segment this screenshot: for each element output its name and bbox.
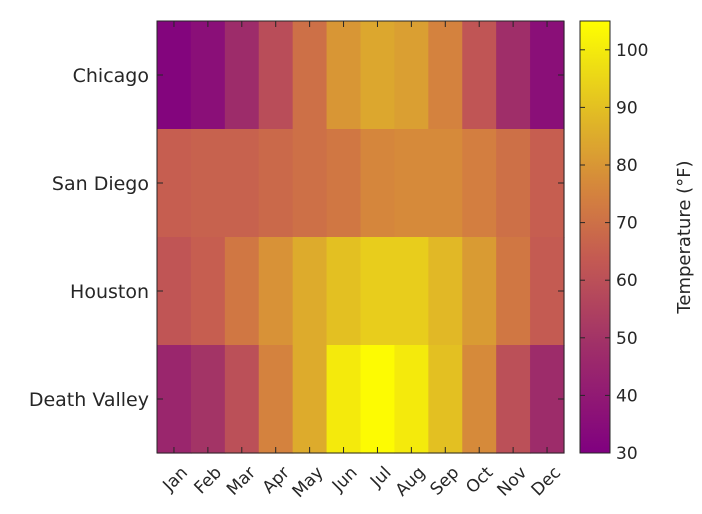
colorbar-tick-label: 50 xyxy=(616,329,638,349)
colorbar-tick-label: 90 xyxy=(616,98,638,118)
heatmap-cell-0-8 xyxy=(428,21,463,130)
heatmap-cell-0-1 xyxy=(190,21,226,130)
colorbar-tick-label: 60 xyxy=(616,271,638,291)
y-tick-label: Chicago xyxy=(73,65,149,87)
heatmap-cell-0-9 xyxy=(462,21,497,130)
heatmap-cell-0-3 xyxy=(258,21,294,130)
heatmap-cell-2-3 xyxy=(258,237,294,346)
heatmap-cell-0-10 xyxy=(496,21,531,130)
heatmap-cell-3-9 xyxy=(462,345,497,454)
heatmap-cell-2-9 xyxy=(462,237,497,346)
x-tick-label: Dec xyxy=(528,463,565,500)
heatmap-cell-0-4 xyxy=(292,21,328,130)
x-tick-label: Jul xyxy=(366,463,395,492)
y-axis: Chicago San Diego Houston Death Valley xyxy=(29,65,564,411)
colorbar-tick-label: 40 xyxy=(616,386,638,406)
heatmap-cell-3-3 xyxy=(258,345,294,454)
heatmap-cell-1-7 xyxy=(394,129,429,238)
x-tick-label: Aug xyxy=(392,463,430,501)
heatmap-cell-0-7 xyxy=(394,21,429,130)
heatmap-cell-3-5 xyxy=(326,345,362,454)
heatmap-cell-1-8 xyxy=(428,129,463,238)
x-tick-label: May xyxy=(289,463,328,502)
heatmap-cell-3-6 xyxy=(360,345,396,454)
y-tick-label: Houston xyxy=(70,281,149,303)
colorbar: 30 40 50 60 70 80 90 100 Temperature (°F) xyxy=(579,20,695,464)
heatmap-cell-2-4 xyxy=(292,237,328,346)
heatmap-cell-2-8 xyxy=(428,237,463,346)
colorbar-label: Temperature (°F) xyxy=(674,160,695,314)
heatmap-cell-3-1 xyxy=(190,345,226,454)
x-tick-label: Oct xyxy=(462,463,497,498)
colorbar-tick-label: 100 xyxy=(616,41,648,61)
heatmap-cell-2-5 xyxy=(326,237,362,346)
heatmap-cell-2-7 xyxy=(394,237,429,346)
y-tick-label: San Diego xyxy=(52,173,149,195)
heatmap-cell-0-2 xyxy=(224,21,260,130)
heatmap-cell-3-2 xyxy=(224,345,260,454)
heatmap-cell-2-10 xyxy=(496,237,531,346)
heatmap-cell-3-7 xyxy=(394,345,429,454)
heatmap-cell-1-6 xyxy=(360,129,396,238)
x-tick-label: Jun xyxy=(328,463,362,497)
heatmap-cell-3-10 xyxy=(496,345,531,454)
heatmap-cell-3-8 xyxy=(428,345,463,454)
heatmap-cell-1-3 xyxy=(258,129,294,238)
heatmap-cells xyxy=(157,21,565,454)
heatmap-cell-0-5 xyxy=(326,21,362,130)
x-tick-label: Apr xyxy=(259,463,294,498)
x-tick-label: Feb xyxy=(190,463,225,498)
x-tick-label: Jan xyxy=(159,463,192,496)
heatmap-cell-2-2 xyxy=(224,237,260,346)
heatmap-cell-1-2 xyxy=(224,129,260,238)
heatmap-cell-1-4 xyxy=(292,129,328,238)
heatmap-cell-1-9 xyxy=(462,129,497,238)
heatmap-cell-1-10 xyxy=(496,129,531,238)
plot-frame xyxy=(156,20,565,454)
heatmap-cell-2-6 xyxy=(360,237,396,346)
heatmap-cell-3-4 xyxy=(292,345,328,454)
x-tick-label: Mar xyxy=(223,463,260,500)
colorbar-gradient xyxy=(579,20,611,454)
heatmap-cell-2-1 xyxy=(190,237,226,346)
colorbar-tick-label: 30 xyxy=(616,444,638,464)
heatmap-cell-1-1 xyxy=(190,129,226,238)
y-tick-label: Death Valley xyxy=(29,389,149,411)
x-tick-label: Sep xyxy=(427,463,464,500)
heatmap-cell-1-5 xyxy=(326,129,362,238)
heatmap-cell-0-6 xyxy=(360,21,396,130)
colorbar-ticks: 30 40 50 60 70 80 90 100 xyxy=(580,41,648,464)
colorbar-tick-label: 70 xyxy=(616,214,638,234)
x-tick-label: Nov xyxy=(494,463,532,501)
colorbar-tick-label: 80 xyxy=(616,156,638,176)
